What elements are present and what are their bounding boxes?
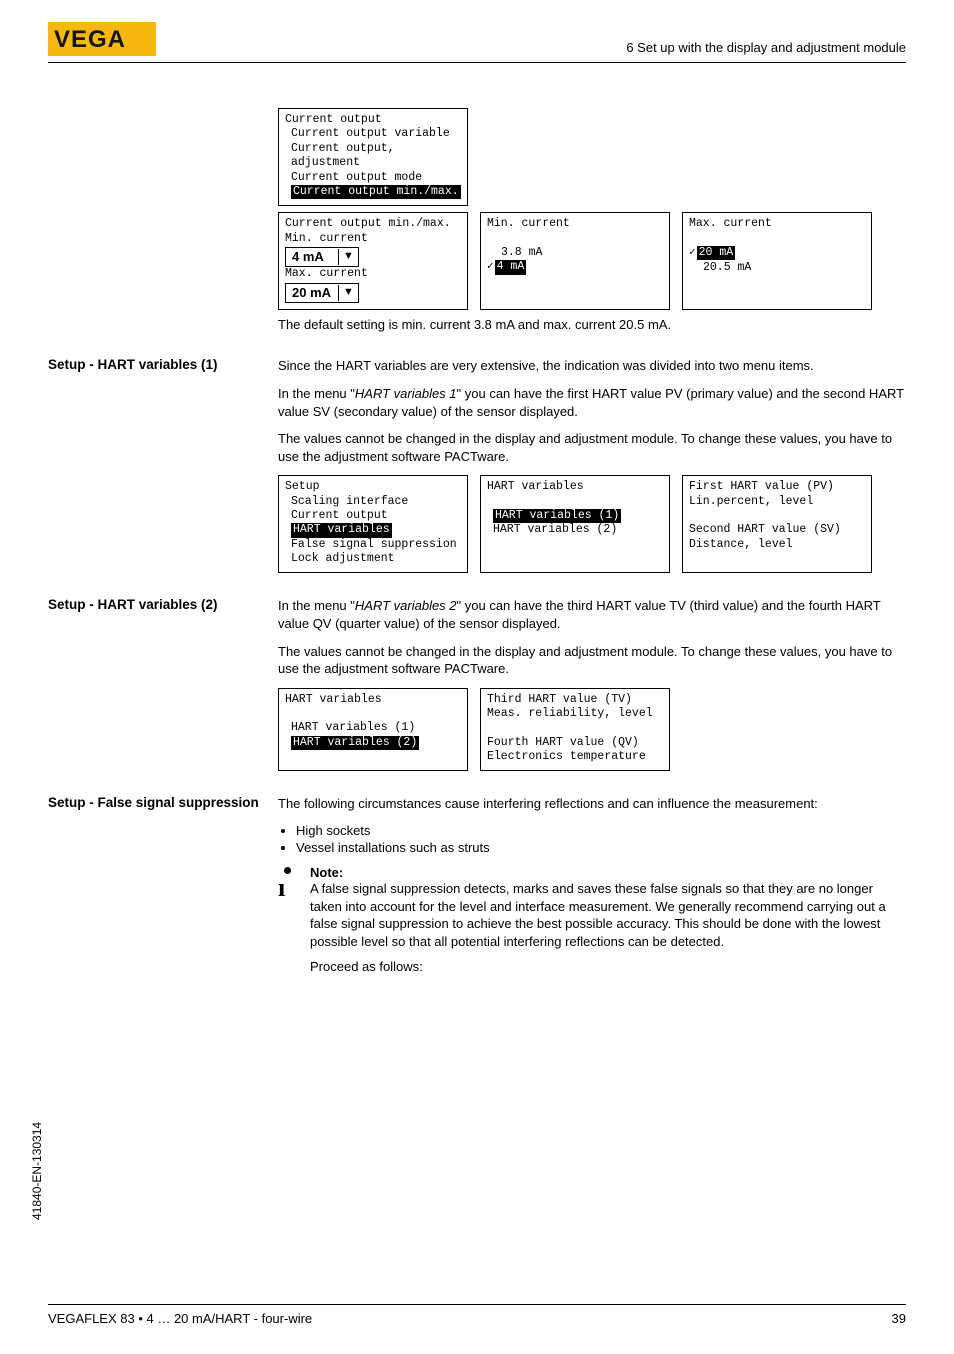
false-bullets: High sockets Vessel installations such a… <box>278 823 906 855</box>
footer-left: VEGAFLEX 83 • 4 … 20 mA/HART - four-wire <box>48 1311 312 1326</box>
hart1-p3: The values cannot be changed in the disp… <box>278 430 906 465</box>
max-current-select[interactable]: 20 mA ▼ <box>285 283 359 303</box>
chevron-down-icon: ▼ <box>338 285 358 301</box>
lcd-hart-values-1: First HART value (PV) Lin.percent, level… <box>682 475 872 573</box>
note-title: Note: <box>310 865 906 880</box>
list-item: Vessel installations such as struts <box>296 840 906 855</box>
lcd-hart-vars-2: HART variables HART variables (1) HART v… <box>278 688 468 772</box>
header-section-title: 6 Set up with the display and adjustment… <box>626 40 906 55</box>
header-rule <box>48 62 906 63</box>
false-p1: The following circumstances cause interf… <box>278 795 906 813</box>
hart1-p2: In the menu "HART variables 1" you can h… <box>278 385 906 420</box>
lcd-hart-vars-1: HART variables HART variables (1) HART v… <box>480 475 670 573</box>
heading-hart-2: Setup - HART variables (2) <box>48 597 278 777</box>
hart2-p1: In the menu "HART variables 2" you can h… <box>278 597 906 632</box>
heading-false-signal: Setup - False signal suppression <box>48 795 278 985</box>
lcd-setup-menu: Setup Scaling interface Current output H… <box>278 475 468 573</box>
info-icon: ı <box>278 865 300 986</box>
doc-id-label: 41840-EN-130314 <box>30 1122 44 1220</box>
footer-page-number: 39 <box>892 1311 906 1326</box>
hart2-p2: The values cannot be changed in the disp… <box>278 643 906 678</box>
lcd-max-current: Max. current 20 mA 20.5 mA <box>682 212 872 310</box>
lcd-current-output-menu: Current output Current output variable C… <box>278 108 468 206</box>
lcd-min-current: Min. current 3.8 mA 4 mA <box>480 212 670 310</box>
current-output-caption: The default setting is min. current 3.8 … <box>278 316 906 334</box>
note-body: A false signal suppression detects, mark… <box>310 880 906 950</box>
false-p2: Proceed as follows: <box>310 958 906 976</box>
min-current-select[interactable]: 4 mA ▼ <box>285 247 359 267</box>
list-item: High sockets <box>296 823 906 838</box>
heading-hart-1: Setup - HART variables (1) <box>48 357 278 579</box>
svg-text:VEGA: VEGA <box>54 26 126 53</box>
hart1-p1: Since the HART variables are very extens… <box>278 357 906 375</box>
lcd-hart-values-2: Third HART value (TV) Meas. reliability,… <box>480 688 670 772</box>
chevron-down-icon: ▼ <box>338 249 358 265</box>
lcd-current-minmax: Current output min./max. Min. current 4 … <box>278 212 468 310</box>
vega-logo: VEGA <box>48 22 156 56</box>
